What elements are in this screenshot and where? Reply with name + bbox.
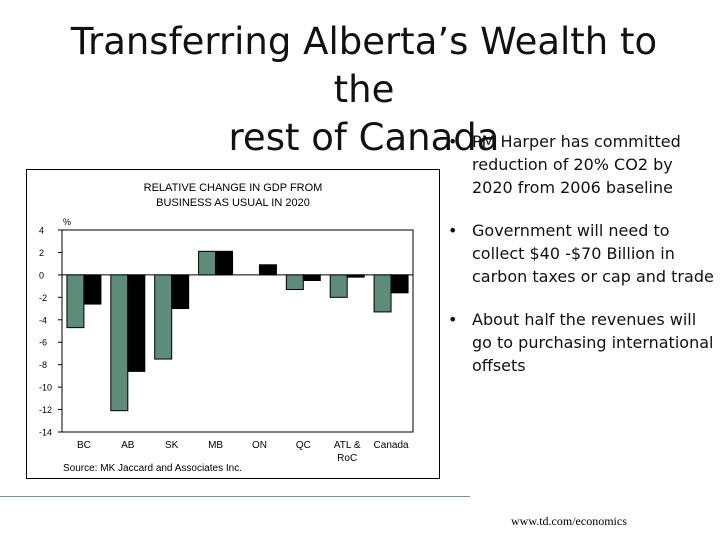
bullet-text: About half the revenues will go to purch… — [472, 310, 714, 375]
bar-sk-series-2 — [171, 274, 190, 310]
bullet-dot-icon: • — [448, 132, 458, 151]
y-tick-label: 0 — [39, 270, 44, 280]
x-tick-label: QC — [296, 440, 311, 451]
x-tick-label: ON — [252, 440, 267, 451]
x-tick-label: MB — [208, 440, 223, 451]
bullet-item: • About half the revenues will go to purc… — [446, 308, 716, 377]
bar-canada-series-2 — [390, 274, 409, 294]
bar-ab-series-2 — [127, 274, 146, 372]
bar-atl-roc-series-2 — [346, 274, 365, 278]
gdp-chart-svg: RELATIVE CHANGE IN GDP FROM BUSINESS AS … — [39, 182, 414, 474]
bullet-text: PM Harper has committed reduction of 20%… — [472, 132, 681, 197]
bullet-dot-icon: • — [448, 310, 458, 329]
bar-bc-series-1 — [66, 274, 85, 329]
x-tick-label: ATL & RoC — [334, 440, 361, 464]
bar-qc-series-2 — [302, 274, 321, 281]
y-tick-label: 4 — [39, 226, 44, 236]
divider-line — [0, 496, 470, 497]
y-tick-label: -4 — [39, 315, 47, 325]
bullet-text: Government will need to collect $40 -$70… — [472, 221, 714, 286]
chart-title-line-2: BUSINESS AS USUAL IN 2020 — [156, 197, 310, 209]
chart-source: Source: MK Jaccard and Associates Inc. — [63, 463, 242, 474]
bar-sk-series-1 — [154, 274, 173, 360]
slide-title: Transferring Alberta’s Wealth to the res… — [40, 18, 688, 162]
y-tick-label: -12 — [39, 405, 52, 415]
y-tick-label: 2 — [39, 248, 44, 258]
x-tick-label: AB — [121, 440, 135, 451]
y-tick-label: -2 — [39, 293, 47, 303]
footer-url: www.td.com/economics — [511, 514, 627, 528]
plot-area-frame — [61, 229, 414, 433]
chart-title-line-1: RELATIVE CHANGE IN GDP FROM — [144, 182, 323, 194]
bullet-list: • PM Harper has committed reduction of 20… — [446, 130, 716, 397]
bar-qc-series-1 — [285, 274, 304, 290]
x-tick-label: BC — [77, 440, 91, 451]
bar-ab-series-1 — [110, 274, 129, 412]
bar-on-series-2 — [258, 264, 277, 276]
bar-bc-series-2 — [83, 274, 102, 305]
slide-title-line-1: Transferring Alberta’s Wealth to the — [70, 20, 658, 111]
y-tick-label: -14 — [39, 428, 52, 438]
bullet-item: • Government will need to collect $40 -$7… — [446, 219, 716, 288]
x-tick-label: SK — [165, 440, 179, 451]
bar-atl-roc-series-1 — [329, 274, 348, 298]
gdp-chart: RELATIVE CHANGE IN GDP FROM BUSINESS AS … — [26, 169, 440, 479]
bullet-item: • PM Harper has committed reduction of 20… — [446, 130, 716, 199]
bar-canada-series-1 — [373, 274, 392, 313]
bar-mb-series-2 — [215, 250, 234, 276]
y-axis-label: % — [63, 217, 71, 227]
bar-mb-series-1 — [198, 250, 217, 276]
y-tick-label: -10 — [39, 383, 52, 393]
bullet-dot-icon: • — [448, 221, 458, 240]
y-tick-label: -6 — [39, 338, 47, 348]
y-tick-label: -8 — [39, 360, 47, 370]
slide-title-line-2: rest of Canada — [228, 116, 500, 159]
x-tick-label: Canada — [374, 440, 409, 451]
